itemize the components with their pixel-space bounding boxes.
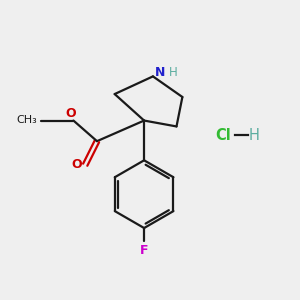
Text: H: H [169, 66, 178, 80]
Text: O: O [65, 107, 76, 120]
Text: Cl: Cl [216, 128, 232, 143]
Text: F: F [140, 244, 148, 256]
Text: CH₃: CH₃ [16, 115, 37, 125]
Text: H: H [249, 128, 260, 143]
Text: O: O [72, 158, 82, 171]
Text: N: N [155, 66, 166, 80]
